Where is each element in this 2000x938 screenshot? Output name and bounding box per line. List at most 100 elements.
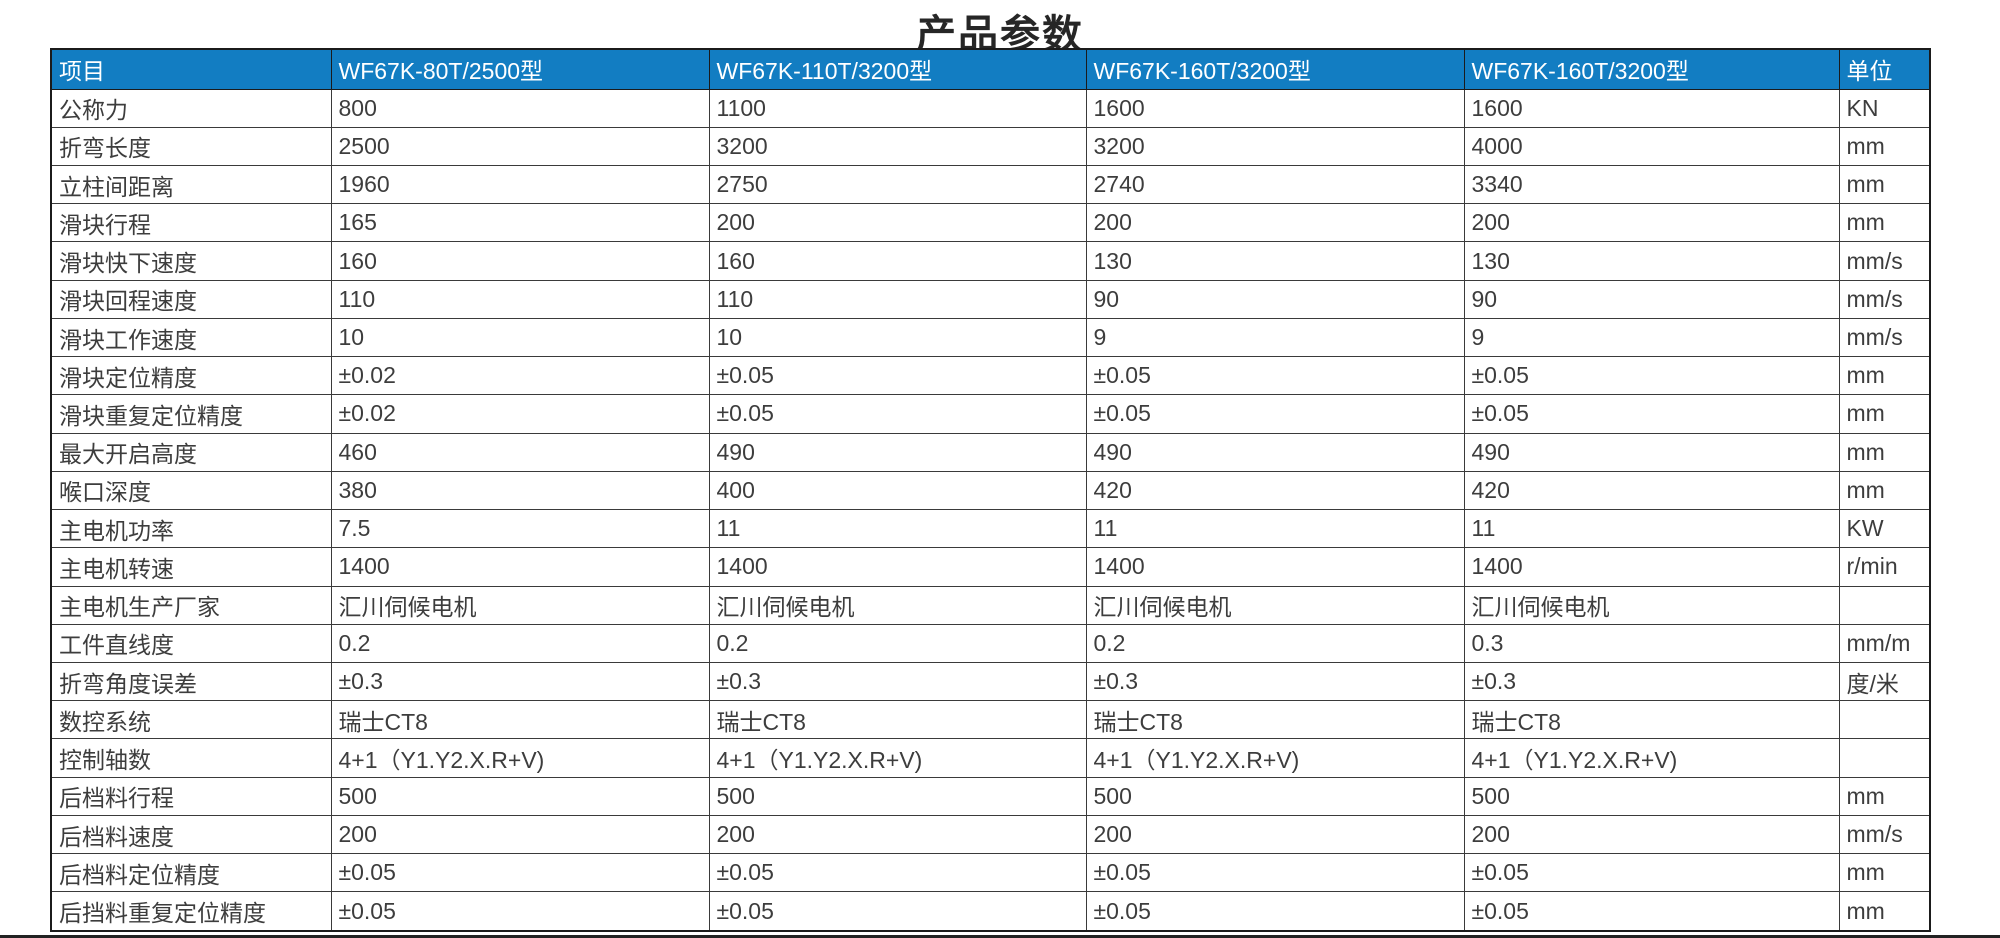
value-cell: 1960 xyxy=(330,164,710,205)
unit-cell: mm xyxy=(1838,203,1931,243)
row-label-cell: 后档料行程 xyxy=(50,776,332,816)
unit-cell: mm xyxy=(1838,126,1931,166)
value-cell: 11 xyxy=(1463,509,1840,549)
value-cell: 500 xyxy=(330,776,710,816)
header-row: 项目 WF67K-80T/2500型 WF67K-110T/3200型 WF67K-1… xyxy=(50,48,1931,90)
value-cell: 汇川伺候电机 xyxy=(1463,585,1840,625)
value-cell: 200 xyxy=(1463,814,1840,855)
value-cell: 1400 xyxy=(330,547,710,587)
value-cell: 1400 xyxy=(708,547,1087,587)
row-label-cell: 后档料定位精度 xyxy=(50,853,332,893)
value-cell: 3340 xyxy=(1463,164,1840,205)
value-cell: 0.2 xyxy=(708,623,1087,664)
value-cell: 9 xyxy=(1085,317,1465,358)
value-cell: 10 xyxy=(330,317,710,358)
value-cell: ±0.05 xyxy=(1085,394,1465,434)
spec-table: 项目 WF67K-80T/2500型 WF67K-110T/3200型 WF67K-1… xyxy=(50,48,1931,932)
column-header: WF67K-110T/3200型 xyxy=(708,48,1087,90)
row-label-cell: 主电机功率 xyxy=(50,509,332,549)
value-cell: 3200 xyxy=(1085,126,1465,166)
unit-cell: mm/s xyxy=(1838,317,1931,358)
row-label-cell: 滑块重复定位精度 xyxy=(50,394,332,434)
value-cell: 160 xyxy=(330,241,710,281)
unit-cell: mm/s xyxy=(1838,241,1931,281)
row-label-cell: 折弯角度误差 xyxy=(50,662,332,702)
row-label-cell: 滑块工作速度 xyxy=(50,317,332,358)
table-row: 滑块重复定位精度 ±0.02 ±0.05 ±0.05 ±0.05 mm xyxy=(50,394,1931,434)
unit-cell: KW xyxy=(1838,509,1931,549)
value-cell: 11 xyxy=(1085,509,1465,549)
row-label-cell: 滑块行程 xyxy=(50,203,332,243)
row-label-cell: 控制轴数 xyxy=(50,738,332,778)
bottom-divider xyxy=(0,935,2000,938)
value-cell: 380 xyxy=(330,470,710,511)
value-cell: 800 xyxy=(330,88,710,128)
value-cell: ±0.3 xyxy=(330,662,710,702)
value-cell: 4000 xyxy=(1463,126,1840,166)
table-row: 公称力 800 1100 1600 1600 KN xyxy=(50,88,1931,128)
value-cell: ±0.05 xyxy=(708,853,1087,893)
row-label-cell: 滑块定位精度 xyxy=(50,356,332,396)
value-cell: ±0.05 xyxy=(708,356,1087,396)
value-cell: 10 xyxy=(708,317,1087,358)
value-cell: 4+1（Y1.Y2.X.R+V) xyxy=(1085,738,1465,778)
row-label-cell: 后挡料重复定位精度 xyxy=(50,891,332,932)
table-row: 立柱间距离 1960 2750 2740 3340 mm xyxy=(50,164,1931,205)
table-row: 折弯长度 2500 3200 3200 4000 mm xyxy=(50,126,1931,166)
row-label-cell: 公称力 xyxy=(50,88,332,128)
value-cell: 200 xyxy=(708,203,1087,243)
table-row: 滑块工作速度 10 10 9 9 mm/s xyxy=(50,317,1931,358)
row-label-cell: 主电机转速 xyxy=(50,547,332,587)
value-cell: 110 xyxy=(330,279,710,319)
spec-table-header: 项目 WF67K-80T/2500型 WF67K-110T/3200型 WF67K-1… xyxy=(50,48,1931,90)
table-row: 主电机功率 7.5 11 11 11 KW xyxy=(50,509,1931,549)
row-label-cell: 最大开启高度 xyxy=(50,432,332,472)
value-cell: ±0.05 xyxy=(1463,356,1840,396)
unit-cell: mm xyxy=(1838,853,1931,893)
unit-cell: mm/s xyxy=(1838,279,1931,319)
table-row: 后挡料重复定位精度 ±0.05 ±0.05 ±0.05 ±0.05 mm xyxy=(50,891,1931,932)
table-row: 后档料定位精度 ±0.05 ±0.05 ±0.05 ±0.05 mm xyxy=(50,853,1931,893)
unit-cell: mm/s xyxy=(1838,814,1931,855)
table-row: 工件直线度 0.2 0.2 0.2 0.3 mm/m xyxy=(50,623,1931,664)
value-cell: 4+1（Y1.Y2.X.R+V) xyxy=(330,738,710,778)
table-row: 滑块定位精度 ±0.02 ±0.05 ±0.05 ±0.05 mm xyxy=(50,356,1931,396)
unit-cell: mm xyxy=(1838,432,1931,472)
value-cell: 汇川伺候电机 xyxy=(330,585,710,625)
table-row: 滑块行程 165 200 200 200 mm xyxy=(50,203,1931,243)
value-cell: 0.2 xyxy=(1085,623,1465,664)
value-cell: ±0.02 xyxy=(330,356,710,396)
value-cell: ±0.05 xyxy=(330,853,710,893)
value-cell: 1100 xyxy=(708,88,1087,128)
value-cell: 200 xyxy=(708,814,1087,855)
table-row: 后档料速度 200 200 200 200 mm/s xyxy=(50,814,1931,855)
value-cell: ±0.05 xyxy=(708,891,1087,932)
value-cell: 400 xyxy=(708,470,1087,511)
value-cell: ±0.05 xyxy=(1463,394,1840,434)
value-cell: 200 xyxy=(1085,814,1465,855)
unit-cell xyxy=(1838,700,1931,740)
value-cell: ±0.3 xyxy=(1463,662,1840,702)
value-cell: 130 xyxy=(1085,241,1465,281)
spec-table-container: 项目 WF67K-80T/2500型 WF67K-110T/3200型 WF67K-1… xyxy=(50,48,1931,932)
value-cell: ±0.05 xyxy=(1085,356,1465,396)
value-cell: ±0.05 xyxy=(1085,891,1465,932)
table-row: 最大开启高度 460 490 490 490 mm xyxy=(50,432,1931,472)
value-cell: 490 xyxy=(1085,432,1465,472)
value-cell: 420 xyxy=(1085,470,1465,511)
value-cell: 200 xyxy=(1463,203,1840,243)
value-cell: 490 xyxy=(708,432,1087,472)
unit-cell: r/min xyxy=(1838,547,1931,587)
value-cell: 0.3 xyxy=(1463,623,1840,664)
column-header: WF67K-160T/3200型 xyxy=(1463,48,1840,90)
value-cell: 3200 xyxy=(708,126,1087,166)
unit-cell: mm xyxy=(1838,394,1931,434)
value-cell: 130 xyxy=(1463,241,1840,281)
value-cell: 1400 xyxy=(1085,547,1465,587)
unit-cell: KN xyxy=(1838,88,1931,128)
unit-cell: mm xyxy=(1838,470,1931,511)
row-label-cell: 滑块快下速度 xyxy=(50,241,332,281)
row-label-cell: 数控系统 xyxy=(50,700,332,740)
table-row: 滑块快下速度 160 160 130 130 mm/s xyxy=(50,241,1931,281)
table-row: 数控系统 瑞士CT8 瑞士CT8 瑞士CT8 瑞士CT8 xyxy=(50,700,1931,740)
